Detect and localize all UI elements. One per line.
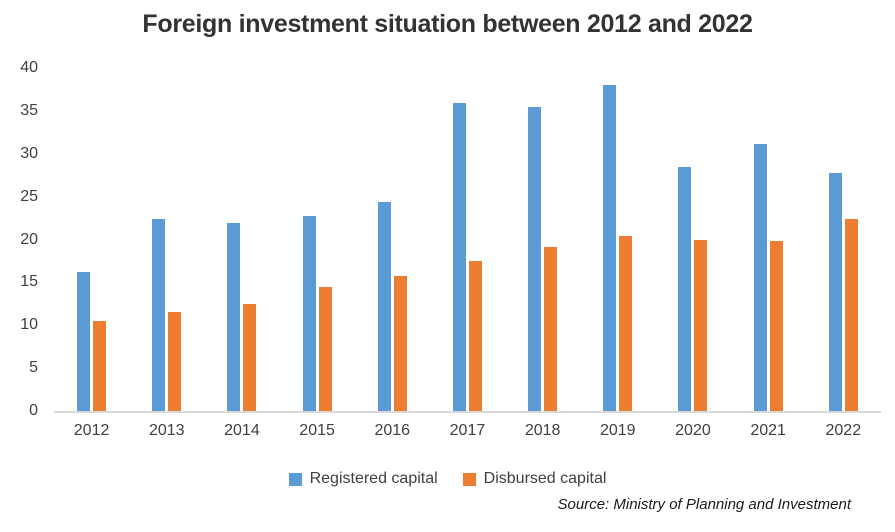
x-tick-label-2016: 2016	[374, 422, 411, 439]
y-tick-label: 35	[20, 101, 38, 119]
disbursed-capital-bar-2020	[694, 239, 708, 411]
disbursed-capital-swatch-icon	[462, 472, 476, 486]
y-axis: 0 5 10 15 20 25 30 35 40	[0, 59, 40, 419]
registered-capital-bar-2018	[528, 106, 542, 411]
registered-capital-bar-2016	[377, 201, 391, 411]
disbursed-capital-bar-2016	[393, 275, 407, 411]
x-tick-label-2017: 2017	[449, 422, 486, 439]
registered-capital-bar-2017	[452, 103, 466, 411]
disbursed-capital-bar-2022	[844, 218, 858, 411]
disbursed-capital-bar-2012	[93, 320, 107, 411]
x-tick-label-2018: 2018	[524, 422, 561, 439]
chart-title: Foreign investment situation between 201…	[142, 10, 753, 38]
registered-capital-bar-2022	[828, 173, 842, 411]
bar-group-2020	[678, 68, 708, 411]
x-tick-label-2013: 2013	[148, 422, 185, 439]
bar-group-2013	[152, 68, 182, 411]
y-tick-label: 40	[20, 59, 38, 76]
bar-group-2018	[528, 68, 558, 411]
y-tick-label: 15	[20, 273, 38, 291]
disbursed-capital-bar-2021	[769, 241, 783, 411]
y-tick-label: 30	[20, 144, 38, 162]
registered-capital-bar-2020	[678, 166, 692, 411]
x-axis: 2012 2013 2014 2015 2016 2017 2018 2019 2020 2021…	[54, 422, 881, 440]
x-tick-label-2020: 2020	[675, 422, 711, 439]
y-tick-label: 5	[29, 359, 38, 377]
bar-group-2017	[452, 68, 482, 411]
registered-capital-bar-2012	[77, 272, 91, 411]
x-tick-label-2022: 2022	[825, 422, 862, 439]
disbursed-capital-bar-2019	[619, 236, 633, 411]
plot-area	[54, 68, 881, 413]
bar-group-2014	[227, 68, 257, 411]
disbursed-capital-bar-2015	[318, 286, 332, 411]
x-tick-label-2021: 2021	[750, 422, 786, 439]
registered-capital-bar-2013	[152, 218, 166, 411]
y-tick-label: 0	[29, 402, 38, 419]
y-tick-label: 20	[20, 230, 38, 248]
legend-label: Disbursed capital	[483, 470, 607, 487]
registered-capital-bar-2019	[603, 85, 617, 411]
bar-group-2016	[377, 68, 407, 411]
disbursed-capital-bar-2018	[544, 247, 558, 411]
y-tick-label: 10	[20, 316, 38, 334]
bar-group-2012	[77, 68, 107, 411]
bar-group-2019	[603, 68, 633, 411]
disbursed-capital-bar-2013	[168, 312, 182, 411]
registered-capital-bar-2021	[753, 144, 767, 411]
x-tick-label-2019: 2019	[599, 422, 636, 439]
plot-region: 0 5 10 15 20 25 30 35 40 2012 2013 2014 2015 2016 201…	[0, 59, 895, 440]
y-tick-label: 25	[20, 187, 38, 205]
legend-item-registered-capital: Registered capital	[288, 470, 438, 488]
x-tick-label-2015: 2015	[299, 422, 335, 439]
bar-group-2015	[302, 68, 332, 411]
disbursed-capital-bar-2014	[243, 303, 257, 411]
legend-label: Registered capital	[309, 470, 438, 487]
disbursed-capital-bar-2017	[468, 260, 482, 411]
registered-capital-bar-2015	[302, 215, 316, 411]
legend-item-disbursed-capital: Disbursed capital	[462, 470, 607, 488]
source-note: Source: Ministry of Planning and Investm…	[557, 496, 851, 513]
x-tick-label-2012: 2012	[73, 422, 110, 439]
bar-group-2021	[753, 68, 783, 411]
registered-capital-swatch-icon	[288, 472, 302, 486]
registered-capital-bar-2014	[227, 223, 241, 411]
legend: Registered capital Disbursed capital	[0, 470, 895, 488]
bar-group-2022	[828, 68, 858, 411]
x-tick-label-2014: 2014	[224, 422, 260, 439]
